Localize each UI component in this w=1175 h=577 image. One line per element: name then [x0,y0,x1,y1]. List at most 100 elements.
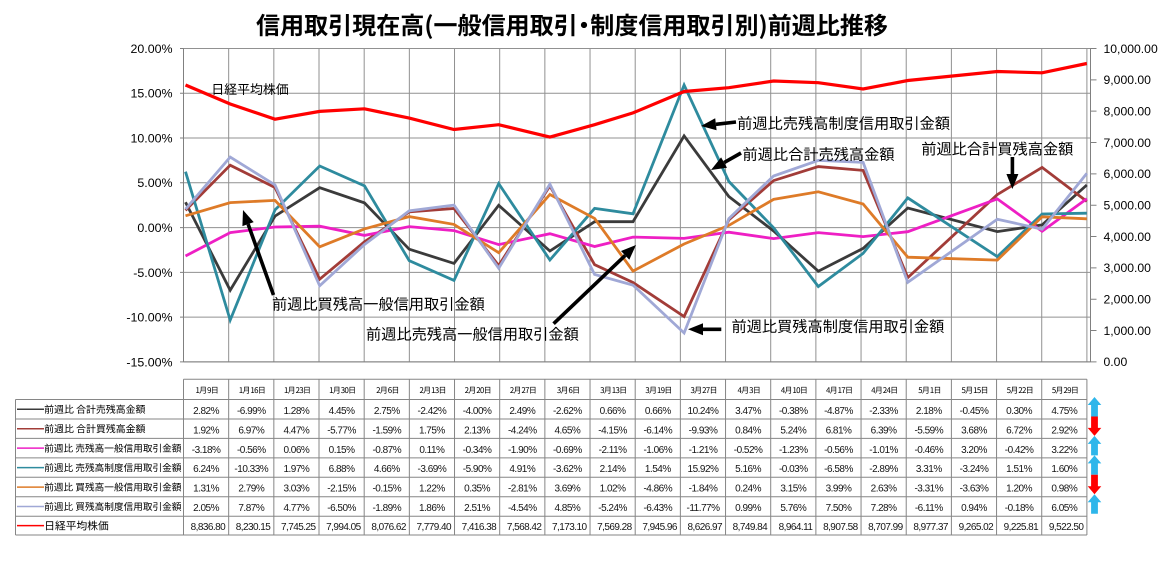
svg-text:9,522.50: 9,522.50 [1049,522,1085,533]
svg-text:15.00%: 15.00% [130,87,172,101]
svg-text:8,977.37: 8,977.37 [913,522,949,533]
svg-text:1.28%: 1.28% [283,406,309,417]
svg-text:5,000.00: 5,000.00 [1104,199,1152,213]
svg-text:2.49%: 2.49% [509,406,535,417]
svg-text:0.06%: 0.06% [283,445,309,456]
svg-text:3.47%: 3.47% [735,406,761,417]
svg-text:2,000.00: 2,000.00 [1104,293,1152,307]
svg-text:1.97%: 1.97% [283,464,309,475]
svg-text:-4.54%: -4.54% [508,503,537,514]
svg-text:-0.15%: -0.15% [372,484,401,495]
svg-text:-3.31%: -3.31% [914,484,943,495]
svg-text:10,000.00: 10,000.00 [1104,42,1158,56]
svg-text:1.60%: 1.60% [1051,464,1077,475]
svg-text:-3.63%: -3.63% [960,484,989,495]
svg-text:-4.87%: -4.87% [824,406,853,417]
svg-text:7,745.25: 7,745.25 [281,522,317,533]
svg-text:-2.62%: -2.62% [553,406,582,417]
svg-text:2.18%: 2.18% [916,406,942,417]
svg-text:7,568.42: 7,568.42 [507,522,543,533]
svg-text:7,945.96: 7,945.96 [642,522,678,533]
svg-text:10.00%: 10.00% [130,131,172,145]
svg-text:-0.46%: -0.46% [914,445,943,456]
svg-text:0.99%: 0.99% [735,503,761,514]
svg-text:4.75%: 4.75% [1051,406,1077,417]
svg-text:1.51%: 1.51% [1006,464,1032,475]
svg-text:-4.15%: -4.15% [598,425,627,436]
svg-text:4.65%: 4.65% [554,425,580,436]
svg-text:-3.62%: -3.62% [553,464,582,475]
svg-text:6.05%: 6.05% [1051,503,1077,514]
svg-text:8,707.99: 8,707.99 [868,522,904,533]
svg-text:2.13%: 2.13% [464,425,490,436]
svg-text:8,000.00: 8,000.00 [1104,105,1152,119]
svg-text:-0.03%: -0.03% [779,464,808,475]
svg-text:-2.11%: -2.11% [599,445,628,456]
svg-text:9,225.81: 9,225.81 [1004,522,1040,533]
svg-text:-0.69%: -0.69% [553,445,582,456]
svg-text:1.22%: 1.22% [419,484,445,495]
svg-text:5.76%: 5.76% [780,503,806,514]
svg-text:0.15%: 0.15% [329,445,355,456]
svg-text:-4.00%: -4.00% [463,406,492,417]
svg-text:7,779.40: 7,779.40 [416,522,452,533]
svg-text:10.24%: 10.24% [688,406,720,417]
svg-text:5.24%: 5.24% [780,425,806,436]
svg-text:-1.06%: -1.06% [643,445,672,456]
svg-text:7.50%: 7.50% [826,503,852,514]
svg-text:2.14%: 2.14% [600,464,626,475]
svg-text:4.45%: 4.45% [329,406,355,417]
svg-text:2.63%: 2.63% [871,484,897,495]
svg-text:6.88%: 6.88% [329,464,355,475]
svg-text:6.39%: 6.39% [871,425,897,436]
svg-text:-0.45%: -0.45% [960,406,989,417]
svg-text:9,000.00: 9,000.00 [1104,73,1152,87]
svg-text:6.81%: 6.81% [826,425,852,436]
svg-text:-15.00%: -15.00% [126,355,172,369]
svg-text:-2.89%: -2.89% [869,464,898,475]
svg-text:2.79%: 2.79% [238,484,264,495]
svg-text:0.66%: 0.66% [645,406,671,417]
svg-text:0.00%: 0.00% [137,221,172,235]
svg-text:2.92%: 2.92% [1051,425,1077,436]
svg-text:1,000.00: 1,000.00 [1104,324,1152,338]
svg-text:3.20%: 3.20% [961,445,987,456]
svg-text:-6.58%: -6.58% [824,464,853,475]
svg-text:-3.18%: -3.18% [192,445,221,456]
svg-text:20.00%: 20.00% [130,42,172,56]
svg-text:1.86%: 1.86% [419,503,445,514]
svg-text:3.15%: 3.15% [780,484,806,495]
svg-text:1.75%: 1.75% [419,425,445,436]
svg-text:0.00: 0.00 [1104,355,1128,369]
svg-text:-5.24%: -5.24% [598,503,627,514]
svg-text:-4.24%: -4.24% [508,425,537,436]
svg-text:-0.38%: -0.38% [779,406,808,417]
svg-text:-2.42%: -2.42% [418,406,447,417]
svg-text:3.31%: 3.31% [916,464,942,475]
svg-text:8,964.11: 8,964.11 [779,522,814,533]
svg-text:7,994.05: 7,994.05 [326,522,362,533]
svg-text:0.98%: 0.98% [1051,484,1077,495]
svg-text:8,230.15: 8,230.15 [236,522,272,533]
svg-text:5.00%: 5.00% [137,176,172,190]
svg-text:3.22%: 3.22% [1051,445,1077,456]
svg-text:8,836.80: 8,836.80 [191,522,227,533]
svg-text:0.35%: 0.35% [464,484,490,495]
svg-text:-2.15%: -2.15% [327,484,356,495]
svg-text:-2.33%: -2.33% [869,406,898,417]
svg-text:4.77%: 4.77% [283,503,309,514]
svg-text:3.68%: 3.68% [961,425,987,436]
svg-text:8,749.84: 8,749.84 [733,522,769,533]
svg-text:7.28%: 7.28% [871,503,897,514]
svg-text:0.11%: 0.11% [419,445,445,456]
svg-text:2.51%: 2.51% [464,503,490,514]
svg-text:3.99%: 3.99% [826,484,852,495]
svg-text:0.94%: 0.94% [961,503,987,514]
svg-text:15.92%: 15.92% [688,464,720,475]
svg-text:1.31%: 1.31% [193,484,219,495]
svg-text:-11.77%: -11.77% [686,503,720,514]
svg-text:3,000.00: 3,000.00 [1104,261,1152,275]
svg-text:-0.34%: -0.34% [463,445,492,456]
svg-text:2.82%: 2.82% [193,406,219,417]
svg-text:8,907.58: 8,907.58 [823,522,859,533]
